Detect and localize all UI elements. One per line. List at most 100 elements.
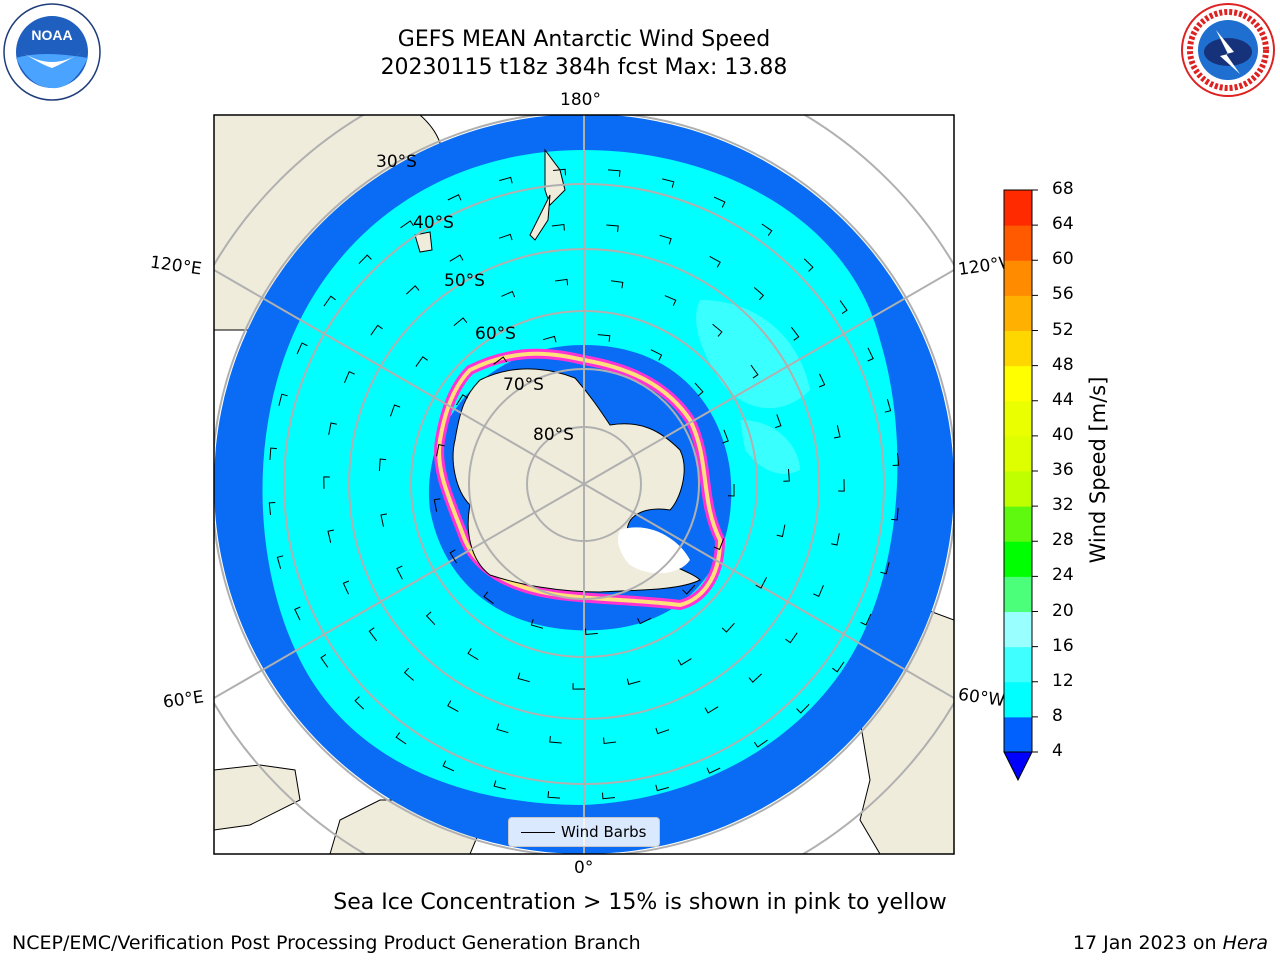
graticule-meridians [214,115,954,854]
wind-barb [610,280,624,289]
colorbar-segment [1004,576,1032,612]
wind-barb [655,727,670,735]
wind-barb [606,224,619,232]
wind-patch-12-16-a [696,300,810,409]
title-line-2: 20230115 t18z 384h fcst Max: 13.88 [380,55,788,80]
wind-barb [328,422,337,435]
wind-barb [813,585,824,597]
wind-barb [721,622,735,633]
wind-barb [551,223,565,231]
noaa-logo: NOAA [3,3,101,101]
footer-date: 17 Jan 2023 on Hera [1073,932,1268,954]
colorbar-segment [1004,646,1032,683]
wind-barb [659,234,672,245]
wind-barbs [268,168,900,800]
wind-barb [709,255,721,268]
parallel-label-50s: 50°S [444,271,485,291]
wind-barb [530,619,544,629]
colorbar-tick-label: 56 [1052,284,1074,305]
wind-barb [269,447,277,461]
land-tasmania [414,231,433,253]
wind-barb [268,502,276,515]
wind-barb [750,364,759,379]
wind-barb [572,683,586,690]
wind-barb [783,468,790,482]
wind-barb [549,736,562,744]
wind-barb [712,323,723,337]
parallel-label-70s: 70°S [503,375,544,395]
wind-barb [442,760,455,772]
title-line-1: GEFS MEAN Antarctic Wind Speed [397,27,771,52]
wind-barbs-legend: Wind Barbs [508,817,660,847]
wind-barb [880,562,890,575]
wind-barb [775,414,782,429]
wind-barb [483,591,494,605]
wind-barb [803,258,814,272]
colorbar-tick-label: 44 [1052,389,1074,410]
wind-barb [400,220,415,229]
wind-barb [456,394,469,406]
wind-barb [447,700,459,713]
wind-barb [344,371,355,383]
wind-barb [655,784,669,792]
map-frame [213,114,955,855]
sea-ice-inner-ring [437,351,723,608]
wind-barb [839,300,848,315]
wind-barb [449,549,457,564]
wind-barb [748,673,762,683]
wind-barb [294,606,301,621]
legend-line-swatch [521,832,555,833]
wind-barb [831,533,840,546]
wind-barb [818,373,826,388]
meridian-label-0: 0° [574,858,594,878]
wind-barb [517,672,530,683]
colorbar-tick-label: 68 [1052,179,1074,199]
wind-barb [713,196,726,208]
wind-barb [637,617,652,625]
colorbar-tick-label: 60 [1052,249,1074,270]
colorbar-segment [1004,330,1032,367]
wind-barb [493,780,506,790]
wind-barb [496,723,509,734]
wind-barb [395,732,407,745]
ross-ice-shelf [618,527,690,574]
wind-barb [467,648,479,661]
wind-barb [368,627,377,642]
colorbar-segment [1004,225,1032,261]
colorbar-segment [1004,506,1032,542]
wind-barb [406,285,420,295]
parallel-label-40s: 40°S [413,213,454,233]
parallel-label-60s: 60°S [475,324,516,344]
wind-barb [370,324,383,336]
wind-barb [542,335,557,343]
wind-barb [753,739,768,748]
colorbar-segment [1004,435,1032,472]
wind-barb [603,737,617,745]
colorbar-tick-label: 52 [1052,319,1074,340]
wind-barb [602,792,615,800]
colorbar-segment [1004,260,1032,296]
wind-barb [834,425,841,439]
colorbar-tick-label: 32 [1052,495,1074,516]
colorbar-segment [1004,400,1032,437]
footer-branch: NCEP/EMC/Verification Post Processing Pr… [12,932,641,954]
wind-barb [453,317,468,326]
colorbar-extend-arrow [1003,751,1033,782]
wind-barb [884,399,892,413]
wind-barb [449,254,464,262]
land-new-zealand-north [544,148,566,206]
wind-barb [664,295,677,306]
wind-barb [425,611,436,626]
wind-barb [796,703,810,714]
wind-barb [662,178,675,188]
wind-barb [320,653,329,668]
colorbar-label: Wind Speed [m/s] [1086,376,1110,564]
colorbar-segment [1004,295,1032,331]
wind-barb [755,577,767,589]
parallel-label-30s: 30°S [376,152,417,172]
wind-barb [547,791,561,799]
wind-barb [722,429,729,444]
footer-machine: Hera [1222,932,1268,954]
wind-barb [607,169,621,177]
